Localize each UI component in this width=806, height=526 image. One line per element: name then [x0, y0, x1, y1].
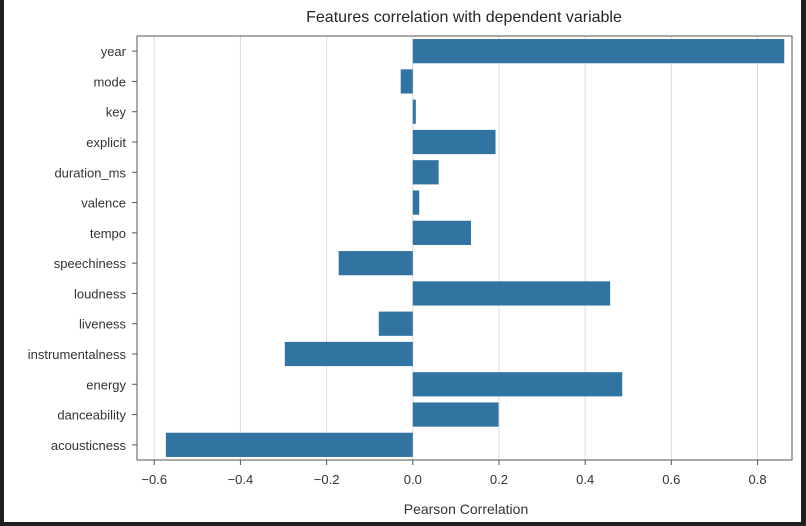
y-tick-label: tempo	[90, 226, 126, 241]
y-tick-label: mode	[93, 74, 126, 89]
bar-energy	[412, 372, 623, 397]
y-tick-label: danceability	[57, 408, 126, 423]
window-edge-left	[0, 0, 4, 526]
bar-liveness	[378, 311, 413, 336]
x-axis-label: Pearson Correlation	[404, 501, 529, 517]
x-tick-label: −0.6	[141, 472, 167, 487]
bar-duration-ms	[412, 160, 439, 185]
bar-speechiness	[338, 251, 413, 276]
y-tick-label: instrumentalness	[28, 347, 127, 362]
y-tick-label: acousticness	[51, 438, 127, 453]
bar-valence	[412, 190, 420, 215]
x-tick-label: −0.2	[314, 472, 340, 487]
x-tick-label: 0.2	[490, 472, 508, 487]
y-tick-label: energy	[86, 377, 126, 392]
x-tick-label: −0.4	[228, 472, 254, 487]
x-tick-label: 0.6	[662, 472, 680, 487]
y-tick-label: key	[106, 105, 127, 120]
plot-frame	[136, 35, 793, 461]
y-tick-label: liveness	[79, 317, 126, 332]
window-edge-bottom	[0, 522, 806, 526]
bar-mode	[400, 69, 413, 94]
y-tick-label: speechiness	[54, 256, 127, 271]
bar-explicit	[412, 129, 496, 155]
bars	[165, 39, 785, 457]
bar-key	[412, 99, 416, 124]
x-tick-label: 0.8	[748, 472, 766, 487]
bar-year	[412, 39, 785, 64]
bar-loudness	[412, 281, 611, 306]
x-tick-label: 0.0	[404, 472, 422, 487]
bar-instrumentalness	[284, 341, 413, 367]
y-tick-label: valence	[81, 196, 126, 211]
y-tick-label: duration_ms	[54, 165, 126, 180]
x-tick-labels: −0.6 −0.4 −0.2 0.0 0.2 0.4 0.6 0.8	[141, 460, 767, 487]
bar-acousticness	[165, 432, 413, 457]
chart-title: Features correlation with dependent vari…	[306, 9, 622, 26]
y-tick-label: year	[101, 44, 127, 59]
window-edge-right	[801, 0, 806, 526]
x-tick-label: 0.4	[576, 472, 594, 487]
bar-danceability	[412, 402, 499, 427]
y-tick-label: loudness	[74, 286, 127, 301]
bar-tempo	[412, 220, 471, 245]
y-tick-label: explicit	[86, 135, 126, 150]
